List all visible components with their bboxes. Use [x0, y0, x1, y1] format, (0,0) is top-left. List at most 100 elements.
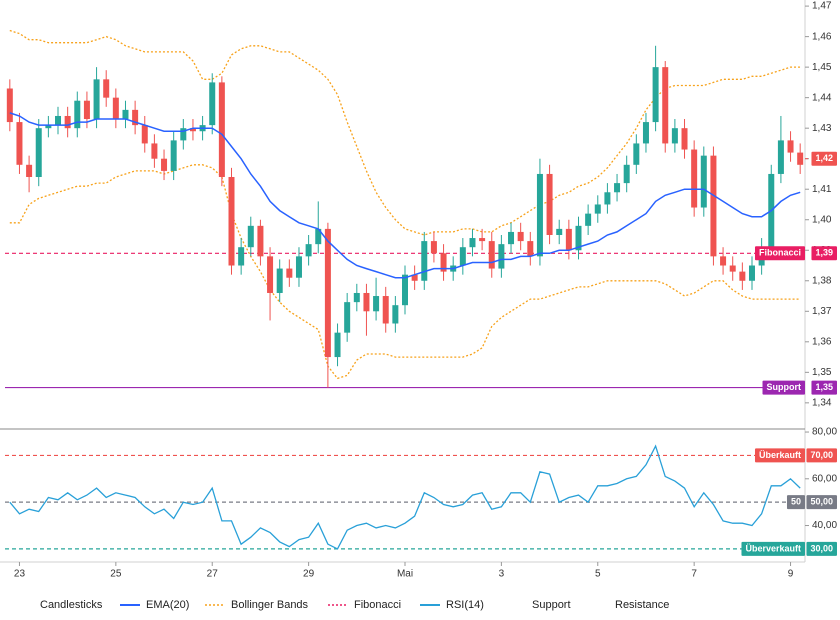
y-tick-label: 60,00 — [812, 473, 837, 484]
y-tick-label: 1,36 — [812, 336, 832, 347]
level-tag: 1,42 — [811, 151, 837, 166]
candle-body — [151, 143, 158, 159]
candle-body — [93, 79, 100, 120]
candle-body — [479, 238, 486, 242]
candle-body — [739, 271, 746, 281]
candle-body — [74, 100, 81, 129]
legend-label: Support — [532, 599, 571, 611]
legend-label: Bollinger Bands — [231, 599, 309, 611]
level-tag-value-box — [811, 151, 837, 166]
level-tag-name: Support — [767, 382, 802, 392]
level-tag-name-box — [754, 448, 805, 463]
level-tag-name-box — [762, 380, 805, 395]
candle-body — [276, 268, 283, 293]
candle-body — [35, 128, 42, 178]
candle-body — [777, 140, 784, 174]
candle-body — [64, 115, 71, 129]
y-tick-label: 1,34 — [812, 397, 832, 408]
y-tick-label: 1,41 — [812, 184, 832, 195]
level-tag-value: 1,39 — [815, 248, 833, 258]
legend: Candlesticks EMA(20) Bollinger Bands Fibona… — [40, 599, 669, 611]
candle-body — [594, 204, 601, 214]
candle-body — [170, 140, 177, 171]
x-tick-label: 27 — [207, 569, 219, 580]
level-tag-name-box — [741, 541, 805, 556]
candle-body — [748, 265, 755, 281]
candle-body — [353, 292, 360, 303]
level-tag-value-box — [811, 246, 837, 261]
legend-label: EMA(20) — [146, 599, 189, 611]
y-tick-label: 1,38 — [812, 275, 832, 286]
candle-body — [720, 256, 727, 266]
level-tag-name-box — [786, 495, 805, 510]
candle-body — [26, 164, 33, 178]
level-tag-value: 1,35 — [815, 382, 833, 392]
ema-line — [9, 112, 801, 279]
candle-body — [575, 225, 582, 251]
level-tag: 1,35 Support — [762, 380, 837, 395]
candle-body — [344, 302, 351, 333]
candle-body — [469, 238, 476, 248]
candle-body — [6, 88, 13, 123]
candle-body — [508, 231, 515, 245]
level-tag-value: 70,00 — [810, 450, 833, 460]
candle-body — [565, 228, 572, 251]
level-tag-value-box — [806, 448, 837, 463]
candle-body — [45, 125, 52, 129]
candle-body — [642, 122, 649, 144]
bollinger-lower — [9, 164, 801, 380]
y-tick-label: 1,46 — [812, 31, 832, 42]
candle-body — [122, 109, 129, 120]
legend-label: Fibonacci — [354, 599, 401, 611]
level-tag-name: Überkauft — [759, 450, 801, 460]
candle-body — [141, 125, 148, 144]
legend-label: Resistance — [615, 599, 669, 611]
candle-body — [373, 296, 380, 312]
level-tag-value: 1,42 — [815, 153, 833, 163]
y-tick-label: 1,37 — [812, 306, 832, 317]
x-tick-label: 7 — [691, 569, 697, 580]
candle-body — [652, 67, 659, 123]
candle-body — [305, 244, 312, 257]
candle-body — [228, 177, 235, 266]
candle-body — [16, 122, 23, 165]
candle-body — [614, 183, 621, 193]
level-tag-value-box — [811, 380, 837, 395]
level-tag: 1,39 Fibonacci — [754, 246, 837, 261]
candle-body — [267, 256, 274, 293]
candle-body — [527, 241, 534, 257]
x-tick-label: 5 — [595, 569, 601, 580]
candle-body — [430, 241, 437, 254]
level-tag-name: Fibonacci — [759, 248, 801, 258]
candle-body — [787, 140, 794, 153]
candle-body — [103, 79, 110, 98]
candle-body — [209, 82, 216, 126]
candle-body — [83, 100, 90, 120]
candle-body — [161, 158, 168, 171]
level-tag-name-box — [754, 246, 805, 261]
candle-body — [189, 128, 196, 132]
y-tick-label: 1,47 — [812, 1, 832, 12]
candle-body — [671, 128, 678, 144]
candle-body — [180, 128, 187, 141]
y-tick-label: 1,44 — [812, 92, 832, 103]
rsi-line — [9, 444, 801, 550]
candle-body — [797, 152, 804, 165]
candle-body — [286, 268, 293, 278]
x-tick-label: 3 — [499, 569, 505, 580]
level-tag-name: Überverkauft — [745, 543, 801, 553]
candle-body — [710, 155, 717, 257]
x-tick-label: 25 — [110, 569, 122, 580]
candle-body — [238, 247, 245, 266]
candle-body — [729, 265, 736, 272]
candle-body — [315, 228, 322, 245]
level-tag-value-box — [806, 495, 837, 510]
x-tick-label: 29 — [303, 569, 315, 580]
legend-label: RSI(14) — [446, 599, 484, 611]
candle-body — [334, 332, 341, 358]
candle-body — [257, 225, 264, 257]
y-tick-label: 80,00 — [812, 427, 837, 438]
candle-body — [681, 128, 688, 150]
legend-label: Candlesticks — [40, 599, 103, 611]
